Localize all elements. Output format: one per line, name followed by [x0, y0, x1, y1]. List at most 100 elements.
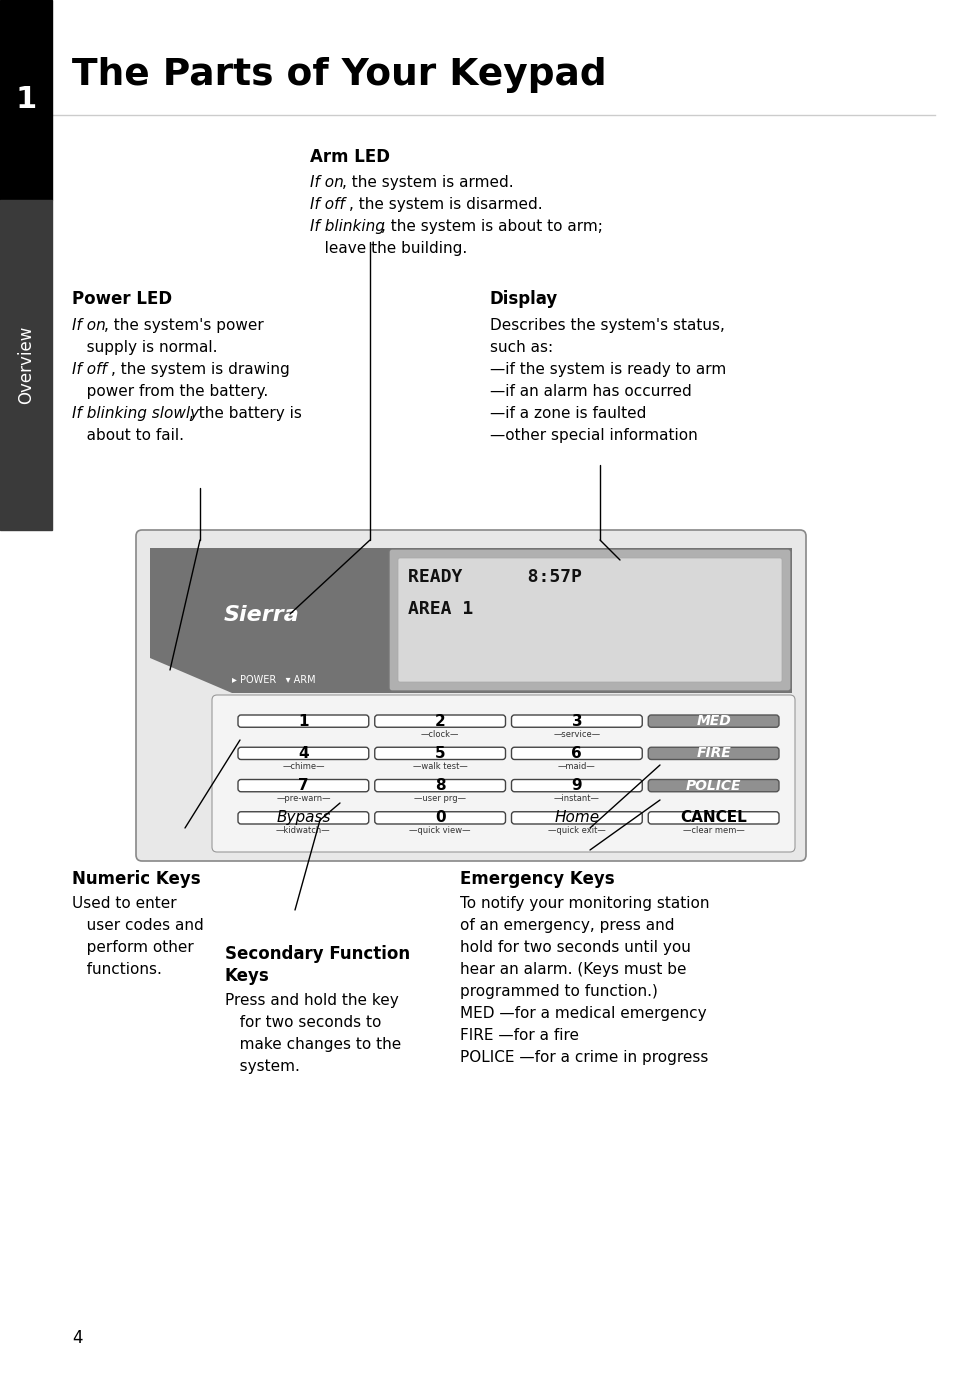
- FancyBboxPatch shape: [212, 695, 794, 852]
- Text: To notify your monitoring station: To notify your monitoring station: [459, 896, 709, 911]
- Text: If off: If off: [310, 197, 345, 212]
- Text: Describes the system's status,: Describes the system's status,: [490, 318, 724, 333]
- Text: —if a zone is faulted: —if a zone is faulted: [490, 407, 646, 422]
- Text: , the battery is: , the battery is: [189, 407, 301, 422]
- Text: Home: Home: [554, 810, 598, 825]
- Text: system.: system.: [225, 1060, 299, 1073]
- Text: If off: If off: [71, 362, 107, 378]
- FancyBboxPatch shape: [511, 812, 641, 824]
- Text: —maid—: —maid—: [558, 762, 595, 770]
- Text: Keys: Keys: [225, 967, 270, 985]
- Text: perform other: perform other: [71, 940, 193, 955]
- Text: of an emergency, press and: of an emergency, press and: [459, 918, 674, 933]
- FancyBboxPatch shape: [389, 548, 790, 690]
- Text: such as:: such as:: [490, 340, 553, 356]
- Text: If blinking: If blinking: [310, 219, 384, 234]
- Text: —quick view—: —quick view—: [409, 827, 471, 835]
- FancyBboxPatch shape: [397, 558, 781, 682]
- FancyBboxPatch shape: [136, 531, 805, 861]
- FancyBboxPatch shape: [237, 715, 369, 728]
- Text: —if an alarm has occurred: —if an alarm has occurred: [490, 384, 691, 400]
- FancyBboxPatch shape: [237, 780, 369, 792]
- Text: —service—: —service—: [553, 729, 599, 739]
- Text: 1: 1: [297, 714, 309, 729]
- Text: Display: Display: [490, 289, 558, 309]
- Text: Press and hold the key: Press and hold the key: [225, 994, 398, 1007]
- Text: power from the battery.: power from the battery.: [71, 384, 268, 400]
- Text: —other special information: —other special information: [490, 429, 697, 442]
- Text: , the system is drawing: , the system is drawing: [111, 362, 290, 378]
- Text: The Parts of Your Keypad: The Parts of Your Keypad: [71, 56, 606, 92]
- Text: —kidwatch—: —kidwatch—: [275, 827, 331, 835]
- FancyBboxPatch shape: [375, 747, 505, 759]
- Text: hold for two seconds until you: hold for two seconds until you: [459, 940, 690, 955]
- Text: hear an alarm. (Keys must be: hear an alarm. (Keys must be: [459, 962, 686, 977]
- FancyBboxPatch shape: [511, 715, 641, 728]
- FancyBboxPatch shape: [375, 780, 505, 792]
- FancyBboxPatch shape: [375, 812, 505, 824]
- Text: 7: 7: [297, 779, 309, 794]
- Text: Secondary Function: Secondary Function: [225, 945, 410, 963]
- Text: —chime—: —chime—: [282, 762, 324, 770]
- Text: Sierra: Sierra: [224, 605, 299, 626]
- Text: FIRE —for a fire: FIRE —for a fire: [459, 1028, 578, 1043]
- Text: —quick exit—: —quick exit—: [547, 827, 605, 835]
- Text: Power LED: Power LED: [71, 289, 172, 309]
- FancyBboxPatch shape: [511, 747, 641, 759]
- FancyBboxPatch shape: [511, 780, 641, 792]
- Text: READY      8:57P: READY 8:57P: [408, 568, 581, 586]
- Polygon shape: [150, 548, 791, 693]
- Text: If on: If on: [71, 318, 106, 333]
- Text: , the system is disarmed.: , the system is disarmed.: [349, 197, 542, 212]
- Text: Numeric Keys: Numeric Keys: [71, 870, 200, 887]
- Text: Used to enter: Used to enter: [71, 896, 176, 911]
- Text: supply is normal.: supply is normal.: [71, 340, 217, 356]
- Text: 8: 8: [435, 779, 445, 794]
- Text: , the system is armed.: , the system is armed.: [342, 175, 514, 190]
- Text: —clear mem—: —clear mem—: [682, 827, 743, 835]
- Text: FIRE: FIRE: [696, 747, 730, 761]
- Text: 3: 3: [571, 714, 581, 729]
- Text: ▸ POWER   ▾ ARM: ▸ POWER ▾ ARM: [232, 675, 315, 685]
- Text: about to fail.: about to fail.: [71, 429, 184, 442]
- Text: —instant—: —instant—: [554, 794, 599, 803]
- Text: If on: If on: [310, 175, 343, 190]
- Text: 1: 1: [15, 85, 36, 114]
- Text: 9: 9: [571, 779, 581, 794]
- FancyBboxPatch shape: [237, 747, 369, 759]
- Text: —pre-warn—: —pre-warn—: [275, 794, 331, 803]
- Text: POLICE: POLICE: [685, 779, 740, 792]
- Text: , the system's power: , the system's power: [105, 318, 264, 333]
- Text: AREA 1: AREA 1: [408, 599, 473, 617]
- Text: 2: 2: [435, 714, 445, 729]
- Text: functions.: functions.: [71, 962, 162, 977]
- Text: CANCEL: CANCEL: [679, 810, 746, 825]
- Text: Bypass: Bypass: [275, 810, 331, 825]
- FancyBboxPatch shape: [237, 812, 369, 824]
- FancyBboxPatch shape: [375, 715, 505, 728]
- Text: —walk test—: —walk test—: [413, 762, 467, 770]
- Bar: [0, 0, 52, 200]
- Text: POLICE —for a crime in progress: POLICE —for a crime in progress: [459, 1050, 708, 1065]
- Bar: [0, 200, 52, 531]
- Text: make changes to the: make changes to the: [225, 1038, 401, 1051]
- Text: 6: 6: [571, 745, 581, 761]
- FancyBboxPatch shape: [648, 812, 779, 824]
- Text: —user prg—: —user prg—: [414, 794, 466, 803]
- Text: Emergency Keys: Emergency Keys: [459, 870, 614, 887]
- Text: for two seconds to: for two seconds to: [225, 1016, 381, 1029]
- Text: MED —for a medical emergency: MED —for a medical emergency: [459, 1006, 706, 1021]
- Text: 4: 4: [297, 745, 309, 761]
- Text: leave the building.: leave the building.: [310, 241, 467, 256]
- Text: 4: 4: [71, 1328, 82, 1348]
- Text: 5: 5: [435, 745, 445, 761]
- Text: —if the system is ready to arm: —if the system is ready to arm: [490, 362, 725, 378]
- Text: programmed to function.): programmed to function.): [459, 984, 658, 999]
- FancyBboxPatch shape: [648, 715, 779, 728]
- Text: user codes and: user codes and: [71, 918, 204, 933]
- Text: Arm LED: Arm LED: [310, 147, 390, 165]
- Text: —clock—: —clock—: [420, 729, 458, 739]
- Text: If blinking slowly: If blinking slowly: [71, 407, 199, 422]
- Text: , the system is about to arm;: , the system is about to arm;: [381, 219, 602, 234]
- FancyBboxPatch shape: [648, 780, 779, 792]
